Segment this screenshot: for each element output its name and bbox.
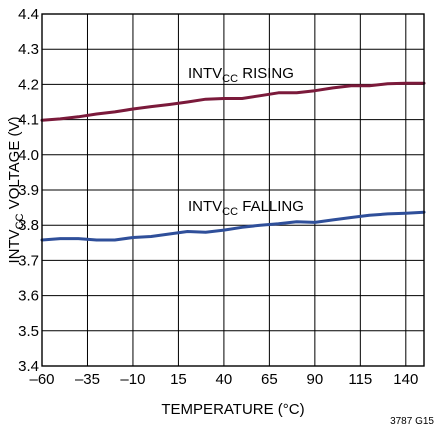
x-tick-label: 115 <box>348 371 372 388</box>
y-axis-label-main: INTV <box>6 229 23 263</box>
x-tick-label: –10 <box>120 371 145 388</box>
series-label-rising: INTVCC RISING <box>188 65 294 85</box>
x-tick-label: 90 <box>307 371 324 388</box>
y-tick-label: 4.1 <box>18 112 39 129</box>
x-tick-label: 40 <box>216 371 233 388</box>
y-axis-label-sub: CC <box>14 213 26 229</box>
y-tick-label: 3.7 <box>18 252 39 269</box>
series-label-falling-sub: CC <box>222 206 238 218</box>
plot-frame <box>41 13 425 367</box>
x-axis-label: TEMPERATURE (°C) <box>161 401 304 418</box>
x-tick-label: 65 <box>261 371 278 388</box>
y-tick-label: 4.2 <box>18 76 39 93</box>
tick-labels: –60 –35 –10 15 40 65 90 115 140 3.4 3.5 3.6 3.7 3.8 3.… <box>18 6 418 388</box>
series-label-falling: INTVCC FALLING <box>188 198 304 218</box>
series-label-rising-main: INTV <box>188 65 222 82</box>
y-tick-label: 4.4 <box>18 6 39 23</box>
series-label-rising-sub: CC <box>222 73 238 85</box>
grid-layer <box>41 13 424 367</box>
y-tick-label: 4.3 <box>18 41 39 58</box>
series-label-falling-main: INTV <box>188 198 222 215</box>
y-axis-label-rest: VOLTAGE (V) <box>6 116 23 213</box>
y-tick-label: 3.4 <box>18 358 39 375</box>
x-tick-label: –60 <box>29 371 54 388</box>
figure-number: 3787 G15 <box>390 416 434 427</box>
y-tick-label: 3.5 <box>18 323 39 340</box>
series-label-falling-rest: FALLING <box>238 198 304 215</box>
y-tick-label: 4.0 <box>18 147 39 164</box>
x-tick-label: 140 <box>393 371 418 388</box>
y-tick-label: 3.9 <box>18 182 39 199</box>
y-tick-label: 3.8 <box>18 217 39 234</box>
series-label-rising-rest: RISING <box>238 65 294 82</box>
y-axis-label: INTVCC VOLTAGE (V) <box>6 116 26 263</box>
series-line-rising <box>40 81 426 122</box>
x-tick-label: 15 <box>170 371 187 388</box>
series-line-falling <box>40 210 426 242</box>
y-tick-label: 3.6 <box>18 288 39 305</box>
x-tick-label: –35 <box>75 371 100 388</box>
series-layer <box>40 81 426 242</box>
